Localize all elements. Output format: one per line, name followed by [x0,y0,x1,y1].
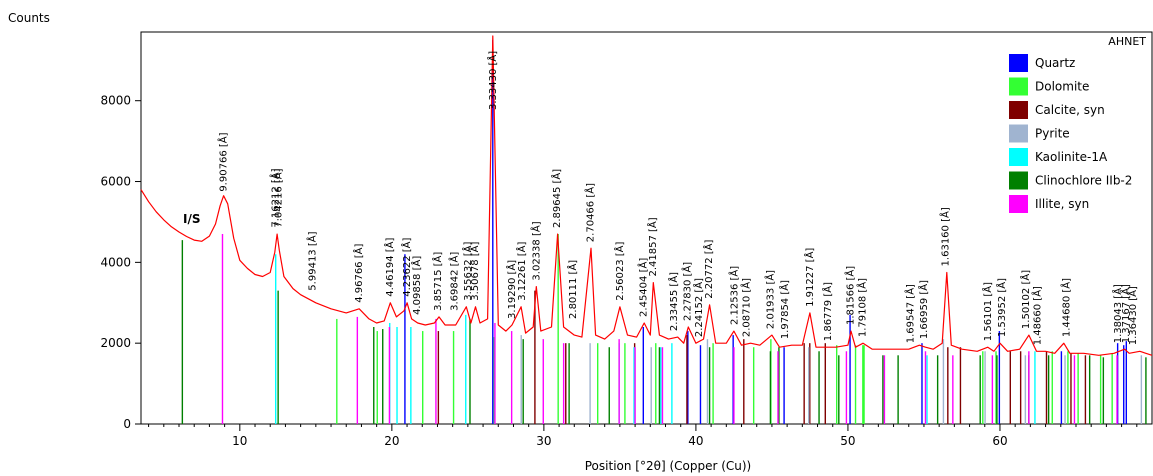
pattern-line-layer [140,35,1153,356]
is-annotation: I/S [183,212,201,226]
peak-label-4: 4.96766 [Å] [352,244,365,303]
legend-label-kaolinite-1a: Kaolinite-1A [1035,150,1108,164]
peak-label-6: 4.23622 [Å] [400,237,413,296]
legend: AHNET Quartz Dolomite Calcite, syn Pyrite Ka… [1005,33,1150,215]
legend-swatch-quartz [1009,54,1028,72]
peak-label-32: 1.81566 [Å] [844,266,857,325]
peak-label-7: 4.09858 [Å] [410,256,423,315]
legend-label-quartz: Quartz [1035,56,1075,70]
x-axis-label: Position [°2θ] (Copper (Cu)) [585,459,752,473]
x-tick-label-60: 60 [992,434,1007,448]
peak-label-21: 2.41857 [Å] [646,217,659,276]
peak-label-33: 1.79108 [Å] [855,278,868,337]
legend-swatch-pyrite [1009,124,1028,143]
peak-label-10: 3.55632 [Å] [461,242,474,301]
peak-label-14: 3.12261 [Å] [515,242,528,301]
plot-frame [140,31,1153,425]
peak-label-3: 5.99413 [Å] [305,231,318,290]
x-tick-label-50: 50 [840,434,855,448]
peak-label-13: 3.19290 [Å] [505,260,518,319]
peak-label-1: 7.16212 [Å] [268,168,281,227]
legend-swatch-clinochlore-iib-2 [1009,171,1028,190]
peak-label-0: 9.90766 [Å] [217,132,230,191]
legend-label-pyrite: Pyrite [1035,127,1070,141]
peak-label-44: 1.36430 [Å] [1126,286,1139,345]
peak-label-11: 3.50678 [Å] [468,242,481,301]
peak-label-22: 2.33455 [Å] [667,272,680,331]
peak-label-41: 1.44680 [Å] [1060,278,1073,337]
peak-label-26: 2.12536 [Å] [727,266,740,325]
peak-label-12: 3.33430 [Å] [486,51,499,110]
legend-label-calcite-syn: Calcite, syn [1035,103,1105,117]
y-tick-label-6000: 6000 [100,175,131,189]
peak-label-40: 1.48660 [Å] [1031,286,1044,345]
legend-label-illite-syn: Illite, syn [1035,197,1089,211]
x-tick-label-40: 40 [688,434,703,448]
peak-label-20: 2.45404 [Å] [636,258,649,317]
x-tick-label-30: 30 [536,434,551,448]
x-tick-label-10: 10 [232,434,247,448]
y-tick-label-0: 0 [123,417,131,431]
axes-layer: 10 20 30 40 50 60 0 2000 4000 6000 8000 [100,94,1138,448]
peak-label-19: 2.56023 [Å] [613,242,626,301]
peak-label-23: 2.27830 [Å] [681,262,694,321]
series-line-measured-pattern [140,35,1153,356]
peak-label-39: 1.50102 [Å] [1019,270,1032,329]
y-axis-label: Counts [8,11,50,25]
legend-background [1005,33,1150,215]
peak-label-36: 1.63160 [Å] [939,207,952,266]
peak-label-25: 2.20772 [Å] [702,239,715,298]
y-tick-label-2000: 2000 [100,336,131,350]
peak-label-35: 1.66959 [Å] [917,280,930,339]
peak-label-38: 1.53952 [Å] [995,278,1008,337]
x-tick-label-20: 20 [384,434,399,448]
peak-label-24: 2.24152 [Å] [692,278,705,337]
peak-label-28: 2.01933 [Å] [763,270,776,329]
peak-label-31: 1.86779 [Å] [821,282,834,341]
peak-label-17: 2.80111 [Å] [566,260,579,319]
peak-label-8: 3.85715 [Å] [431,252,444,311]
phase-sticks-layer [181,40,1147,424]
legend-label-dolomite: Dolomite [1035,80,1089,94]
peak-label-18: 2.70466 [Å] [584,183,597,242]
legend-swatch-kaolinite-1a [1009,148,1028,166]
peak-label-27: 2.08710 [Å] [739,278,752,337]
legend-title: AHNET [1108,35,1146,48]
peak-label-42: 1.38043 [Å] [1111,284,1124,343]
peak-label-34: 1.69547 [Å] [904,284,917,343]
peak-labels-layer: 9.90766 [Å] 7.16212 [Å]7.04216 [Å] 5.99413… [217,51,1139,346]
legend-items: Quartz Dolomite Calcite, syn Pyrite Kaolinit… [1009,54,1132,213]
y-tick-label-8000: 8000 [100,94,131,108]
peak-label-15: 3.02338 [Å] [530,221,543,280]
peak-label-9: 3.69842 [Å] [447,252,460,311]
legend-swatch-illite-syn [1009,195,1028,213]
legend-swatch-dolomite [1009,77,1028,96]
peak-label-29: 1.97854 [Å] [778,280,791,339]
peak-label-30: 1.91227 [Å] [803,248,816,307]
peak-label-37: 1.56101 [Å] [981,282,994,341]
legend-label-clinochlore-iib-2: Clinochlore IIb-2 [1035,174,1132,188]
y-tick-label-4000: 4000 [100,255,131,269]
peak-label-16: 2.89645 [Å] [550,169,563,228]
legend-swatch-calcite-syn [1009,101,1028,119]
peak-label-5: 4.46194 [Å] [383,237,396,296]
peak-label-43: 1.37167 [Å] [1119,284,1132,343]
peak-label-2: 7.04216 [Å] [272,168,285,227]
